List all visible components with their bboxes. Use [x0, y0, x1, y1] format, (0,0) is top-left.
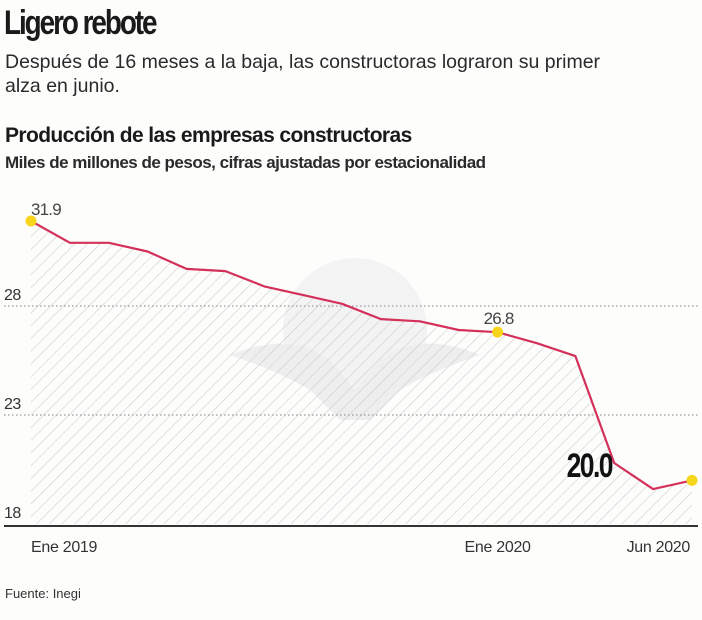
- chart-title: Producción de las empresas constructoras: [5, 124, 412, 147]
- data-point: [224, 270, 227, 273]
- highlight-marker: [492, 326, 504, 338]
- y-tick-label: 23: [4, 396, 21, 413]
- data-point: [535, 342, 538, 345]
- data-point: [341, 302, 344, 305]
- data-point: [263, 285, 266, 288]
- data-point: [379, 318, 382, 321]
- area-fill: [31, 221, 692, 524]
- x-tick-label: Jun 2020: [627, 539, 691, 556]
- data-point: [652, 488, 655, 491]
- data-point: [185, 267, 188, 270]
- data-point: [68, 241, 71, 244]
- x-tick-label: Ene 2020: [465, 539, 532, 556]
- data-label-emphasis: 20.0: [567, 447, 613, 485]
- y-tick-label: 18: [4, 505, 21, 522]
- highlight-marker: [686, 474, 698, 486]
- source-note: Fuente: Inegi: [5, 586, 81, 601]
- chart-subtitle: Miles de millones de pesos, cifras ajust…: [5, 153, 486, 172]
- y-tick-label: 28: [4, 287, 21, 304]
- subheadline: Después de 16 meses a la baja, las const…: [5, 51, 601, 97]
- data-point: [457, 328, 460, 331]
- data-point: [107, 241, 110, 244]
- data-label: 26.8: [484, 309, 514, 328]
- data-point: [418, 320, 421, 323]
- x-tick-label: Ene 2019: [31, 539, 98, 556]
- series-line: [30, 220, 693, 491]
- data-label: 31.9: [31, 200, 61, 219]
- data-point: [146, 250, 149, 253]
- highlight-marker: [25, 215, 37, 227]
- data-point: [613, 461, 616, 464]
- data-point: [574, 355, 577, 358]
- headline: Ligero rebote: [4, 4, 158, 42]
- data-point: [302, 294, 305, 297]
